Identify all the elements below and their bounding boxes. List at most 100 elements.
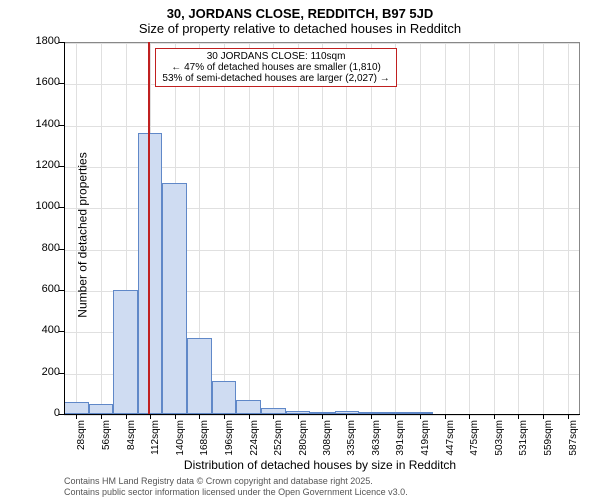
x-axis-label: Distribution of detached houses by size … [20, 458, 600, 472]
ytick-label: 0 [20, 407, 60, 419]
xtick-mark [568, 414, 569, 419]
histogram-bar [187, 338, 212, 414]
gridline-v [249, 43, 250, 414]
ytick-label: 800 [20, 242, 60, 254]
xtick-mark [346, 414, 347, 419]
xtick-label: 363sqm [371, 420, 382, 460]
chart-title-main: 30, JORDANS CLOSE, REDDITCH, B97 5JD [0, 0, 600, 21]
gridline-v [101, 43, 102, 414]
xtick-mark [298, 414, 299, 419]
xtick-label: 84sqm [126, 420, 137, 460]
xtick-label: 503sqm [494, 420, 505, 460]
ytick-label: 200 [20, 366, 60, 378]
xtick-mark [101, 414, 102, 419]
xtick-label: 140sqm [175, 420, 186, 460]
histogram-bar [162, 183, 187, 414]
ytick-label: 1000 [20, 200, 60, 212]
xtick-mark [322, 414, 323, 419]
gridline-v [322, 43, 323, 414]
xtick-mark [249, 414, 250, 419]
xtick-mark [76, 414, 77, 419]
ytick-label: 1800 [20, 35, 60, 47]
footer-line1: Contains HM Land Registry data © Crown c… [64, 476, 408, 487]
histogram-chart: 30, JORDANS CLOSE, REDDITCH, B97 5JD Siz… [0, 0, 600, 500]
xtick-label: 196sqm [224, 420, 235, 460]
xtick-mark [175, 414, 176, 419]
xtick-label: 475sqm [469, 420, 480, 460]
gridline-v [568, 43, 569, 414]
gridline-v [420, 43, 421, 414]
xtick-mark [273, 414, 274, 419]
xtick-label: 559sqm [543, 420, 554, 460]
xtick-label: 531sqm [518, 420, 529, 460]
xtick-label: 28sqm [76, 420, 87, 460]
xtick-mark [395, 414, 396, 419]
xtick-mark [420, 414, 421, 419]
xtick-label: 447sqm [445, 420, 456, 460]
ytick-mark [59, 42, 64, 43]
gridline-v [445, 43, 446, 414]
ytick-mark [59, 207, 64, 208]
xtick-label: 391sqm [395, 420, 406, 460]
gridline-v [346, 43, 347, 414]
plot-area: 30 JORDANS CLOSE: 110sqm← 47% of detache… [64, 42, 580, 414]
gridline-v [494, 43, 495, 414]
chart-title-sub: Size of property relative to detached ho… [0, 21, 600, 40]
histogram-bar [212, 381, 237, 414]
ytick-mark [59, 290, 64, 291]
ytick-mark [59, 414, 64, 415]
xtick-mark [199, 414, 200, 419]
xtick-label: 112sqm [150, 420, 161, 460]
gridline-v [224, 43, 225, 414]
histogram-bar [236, 400, 261, 414]
ytick-mark [59, 125, 64, 126]
ytick-label: 400 [20, 324, 60, 336]
xtick-mark [469, 414, 470, 419]
marker-line [148, 42, 150, 414]
xtick-label: 280sqm [298, 420, 309, 460]
ytick-label: 1400 [20, 118, 60, 130]
y-axis-line [64, 42, 65, 414]
xtick-mark [494, 414, 495, 419]
xtick-label: 308sqm [322, 420, 333, 460]
annotation-box: 30 JORDANS CLOSE: 110sqm← 47% of detache… [155, 48, 396, 87]
ytick-mark [59, 331, 64, 332]
xtick-label: 335sqm [346, 420, 357, 460]
ytick-label: 600 [20, 283, 60, 295]
gridline-v [469, 43, 470, 414]
y-axis-label: Number of detached properties [76, 152, 90, 317]
gridline-v [543, 43, 544, 414]
annotation-line1: 30 JORDANS CLOSE: 110sqm [162, 51, 389, 62]
xtick-label: 252sqm [273, 420, 284, 460]
xtick-label: 168sqm [199, 420, 210, 460]
xtick-label: 419sqm [420, 420, 431, 460]
xtick-label: 224sqm [249, 420, 260, 460]
footer-line2: Contains public sector information licen… [64, 487, 408, 498]
histogram-bar [89, 404, 114, 414]
gridline-v [273, 43, 274, 414]
annotation-line2: ← 47% of detached houses are smaller (1,… [162, 62, 389, 73]
footer-text: Contains HM Land Registry data © Crown c… [64, 476, 408, 498]
xtick-mark [126, 414, 127, 419]
ytick-label: 1600 [20, 76, 60, 88]
xtick-mark [150, 414, 151, 419]
gridline-v [298, 43, 299, 414]
ytick-mark [59, 83, 64, 84]
ytick-label: 1200 [20, 159, 60, 171]
xtick-mark [543, 414, 544, 419]
xtick-label: 587sqm [568, 420, 579, 460]
xtick-mark [518, 414, 519, 419]
gridline-v [371, 43, 372, 414]
annotation-line3: 53% of semi-detached houses are larger (… [162, 73, 389, 84]
ytick-mark [59, 249, 64, 250]
xtick-mark [224, 414, 225, 419]
histogram-bar [113, 290, 138, 414]
ytick-mark [59, 166, 64, 167]
xtick-mark [445, 414, 446, 419]
histogram-bar [64, 402, 89, 414]
ytick-mark [59, 373, 64, 374]
gridline-v [395, 43, 396, 414]
xtick-mark [371, 414, 372, 419]
gridline-v [518, 43, 519, 414]
xtick-label: 56sqm [101, 420, 112, 460]
